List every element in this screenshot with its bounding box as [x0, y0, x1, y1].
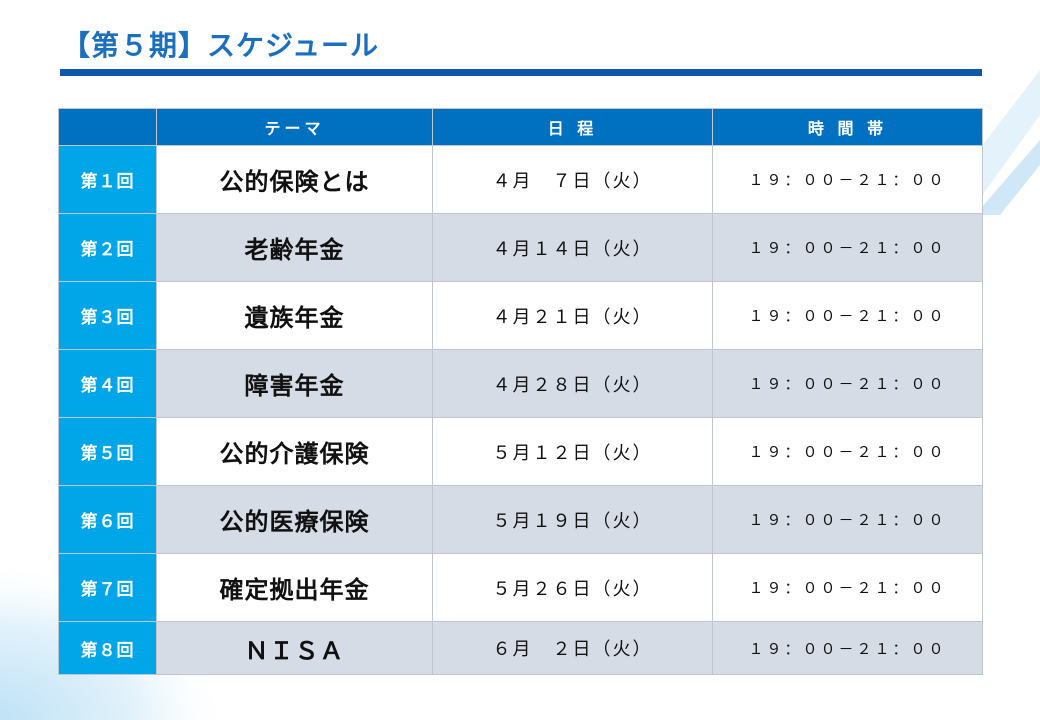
session-time: １９：００－２１：００	[712, 213, 983, 282]
session-number: 第１回	[58, 145, 157, 214]
session-time: １９：００－２１：００	[712, 145, 983, 214]
session-date: ４月２１日（火）	[432, 281, 713, 350]
session-date: ４月２８日（火）	[432, 349, 713, 418]
table-row: 第１回 公的保険とは ４月 ７日（火） １９：００－２１：００	[58, 145, 983, 214]
header-theme: テーマ	[156, 108, 433, 146]
page-title: 【第５期】スケジュール	[62, 29, 380, 62]
table-row: 第４回 障害年金 ４月２８日（火） １９：００－２１：００	[58, 349, 983, 418]
header-session	[58, 108, 157, 146]
session-number: 第２回	[58, 213, 157, 282]
session-date: ５月２６日（火）	[432, 553, 713, 622]
session-theme: 確定拠出年金	[156, 553, 433, 622]
session-theme: 老齢年金	[156, 213, 433, 282]
table-row: 第３回 遺族年金 ４月２１日（火） １９：００－２１：００	[58, 281, 983, 350]
table-row: 第７回 確定拠出年金 ５月２６日（火） １９：００－２１：００	[58, 553, 983, 622]
schedule-table: テーマ 日 程 時 間 帯 第１回 公的保険とは ４月 ７日（火） １９：００－…	[58, 108, 983, 675]
session-number: 第４回	[58, 349, 157, 418]
session-theme: 遺族年金	[156, 281, 433, 350]
session-number: 第３回	[58, 281, 157, 350]
session-number: 第７回	[58, 553, 157, 622]
session-number: 第６回	[58, 485, 157, 554]
session-theme: 障害年金	[156, 349, 433, 418]
session-time: １９：００－２１：００	[712, 553, 983, 622]
session-date: ５月１２日（火）	[432, 417, 713, 486]
session-theme: 公的保険とは	[156, 145, 433, 214]
session-number: 第８回	[58, 621, 157, 675]
session-number: 第５回	[58, 417, 157, 486]
session-time: １９：００－２１：００	[712, 621, 983, 675]
table-row: 第８回 ＮＩＳＡ ６月 ２日（火） １９：００－２１：００	[58, 621, 983, 675]
session-theme: ＮＩＳＡ	[156, 621, 433, 675]
session-time: １９：００－２１：００	[712, 417, 983, 486]
session-theme: 公的医療保険	[156, 485, 433, 554]
title-underline	[60, 69, 982, 76]
table-row: 第２回 老齢年金 ４月１４日（火） １９：００－２１：００	[58, 213, 983, 282]
session-time: １９：００－２１：００	[712, 349, 983, 418]
header-time: 時 間 帯	[712, 108, 983, 146]
session-theme: 公的介護保険	[156, 417, 433, 486]
session-time: １９：００－２１：００	[712, 485, 983, 554]
session-time: １９：００－２１：００	[712, 281, 983, 350]
table-header-row: テーマ 日 程 時 間 帯	[58, 108, 983, 146]
session-date: ４月 ７日（火）	[432, 145, 713, 214]
header-date: 日 程	[432, 108, 713, 146]
session-date: ５月１９日（火）	[432, 485, 713, 554]
session-date: ４月１４日（火）	[432, 213, 713, 282]
session-date: ６月 ２日（火）	[432, 621, 713, 675]
table-row: 第５回 公的介護保険 ５月１２日（火） １９：００－２１：００	[58, 417, 983, 486]
table-row: 第６回 公的医療保険 ５月１９日（火） １９：００－２１：００	[58, 485, 983, 554]
